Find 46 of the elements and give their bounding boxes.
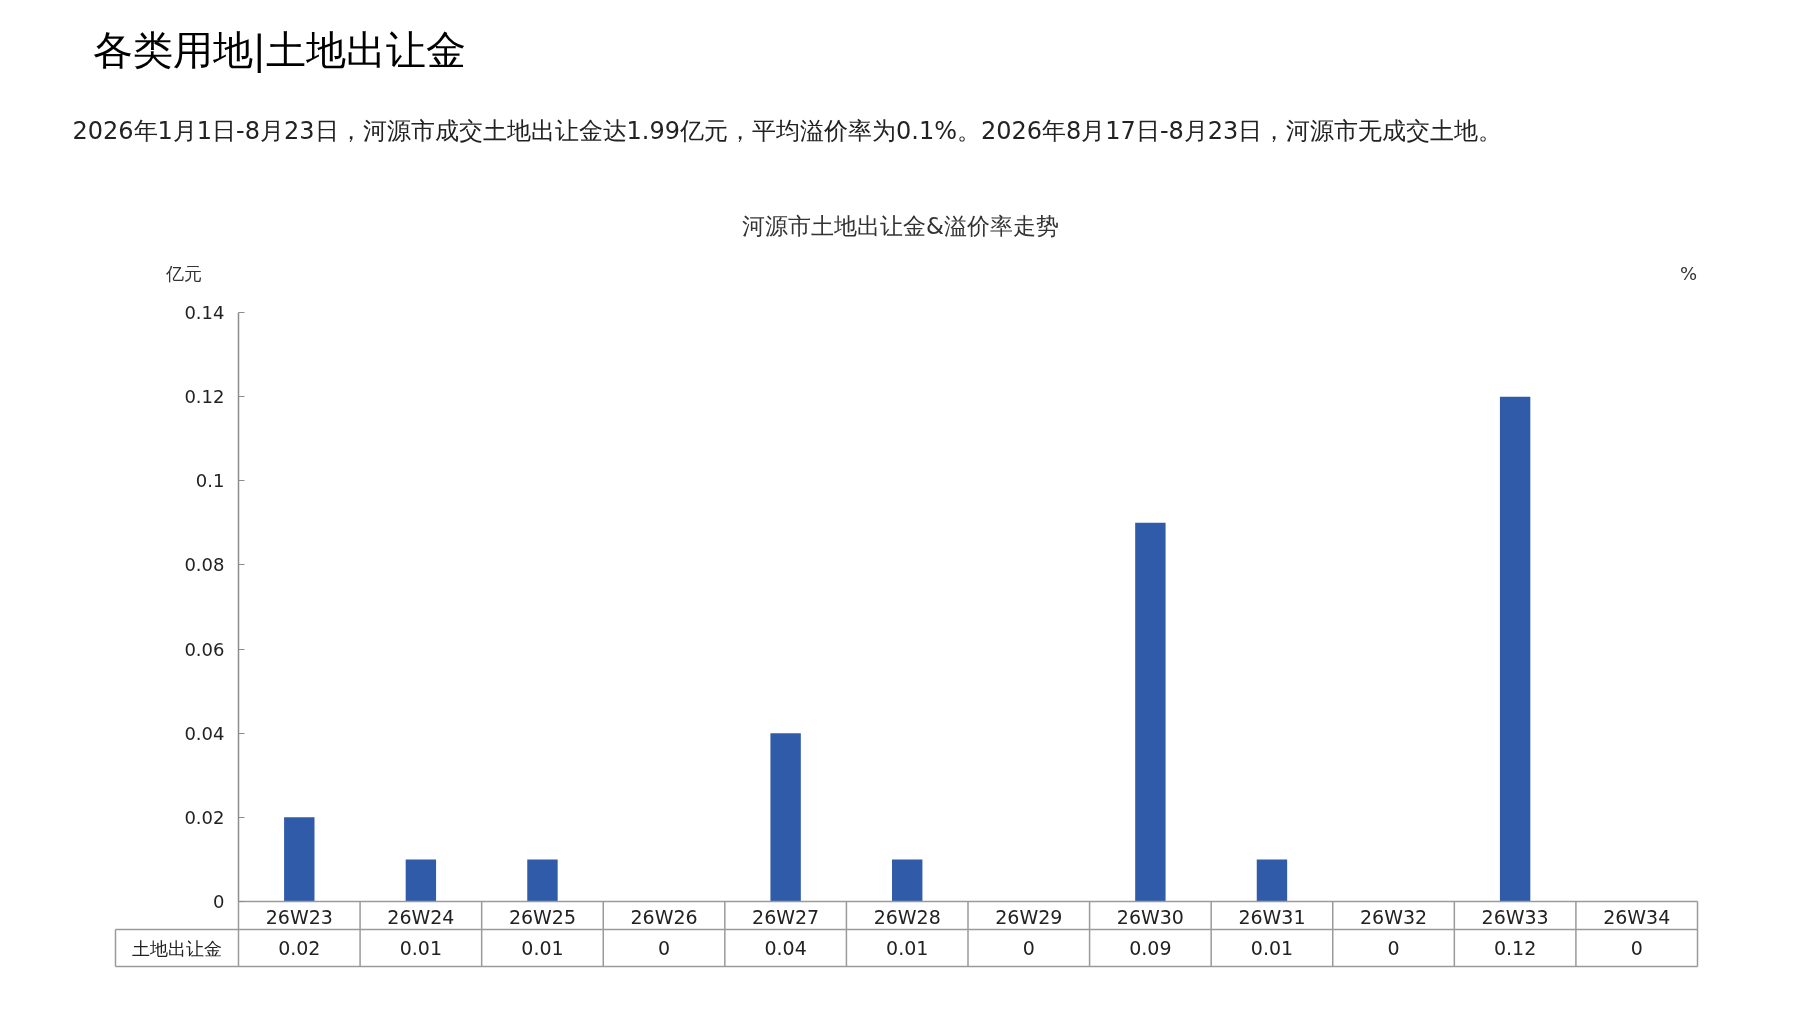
y-tick-label: 0.1 — [195, 470, 225, 492]
y2-axis-title: % — [1679, 263, 1698, 284]
x-tick-label: 26W29 — [995, 905, 1063, 928]
data-label: 0.02 — [278, 937, 321, 959]
data-label: 0.12 — [1493, 937, 1537, 959]
data-label: 0.09 — [1129, 937, 1172, 959]
y-tick-label: 0.06 — [184, 638, 225, 660]
data-label: 0 — [658, 937, 671, 959]
x-tick-label: 26W32 — [1359, 905, 1428, 928]
x-tick-label: 26W34 — [1603, 905, 1671, 928]
bar — [1135, 522, 1166, 902]
x-tick-label: 26W30 — [1116, 905, 1184, 928]
x-tick-label: 26W31 — [1238, 905, 1306, 928]
data-label: 0.01 — [399, 937, 443, 959]
bar — [405, 859, 437, 902]
bar — [770, 733, 801, 902]
bar — [527, 859, 558, 902]
y-tick-label: 0.08 — [184, 554, 225, 576]
text: 各类用地|土地出让金 — [92, 26, 466, 73]
x-tick-label: 26W33 — [1481, 905, 1549, 928]
data-label: 0 — [1387, 937, 1400, 959]
y-axis-title: 亿元 — [164, 263, 202, 284]
bar — [1256, 859, 1288, 902]
text: 土地出让金 — [132, 937, 222, 959]
y-tick-label: 0 — [213, 891, 225, 912]
data-label: 0 — [1630, 937, 1643, 959]
data-label: 0.01 — [886, 937, 929, 959]
x-tick-label: 26W25 — [508, 905, 577, 928]
data-label: 0.01 — [1250, 937, 1294, 959]
x-tick-label: 26W26 — [630, 905, 698, 928]
x-tick-label: 26W27 — [752, 905, 820, 928]
text: 2026年1月1日-8月23日，河源市成交土地出让金达1.99亿元，平均溢价率为0.1%。2026年8月17日-8月23日，河源市无成交土地。 — [72, 116, 1503, 145]
bar — [284, 817, 315, 902]
data-label: 0.04 — [764, 937, 807, 959]
y-tick-label: 0.04 — [184, 722, 225, 744]
bar — [1499, 396, 1531, 902]
data-label: 0 — [1022, 937, 1035, 959]
y-tick-label: 0.14 — [184, 302, 225, 323]
x-tick-label: 26W23 — [265, 905, 333, 928]
y-tick-label: 0.12 — [184, 386, 225, 408]
data-label: 0.01 — [521, 937, 564, 959]
bar — [892, 859, 923, 902]
x-tick-label: 26W24 — [387, 905, 455, 928]
chart-title: 河源市土地出让金&溢价率走势 — [742, 212, 1059, 239]
x-tick-label: 26W28 — [873, 905, 941, 928]
y-tick-label: 0.02 — [184, 806, 225, 828]
